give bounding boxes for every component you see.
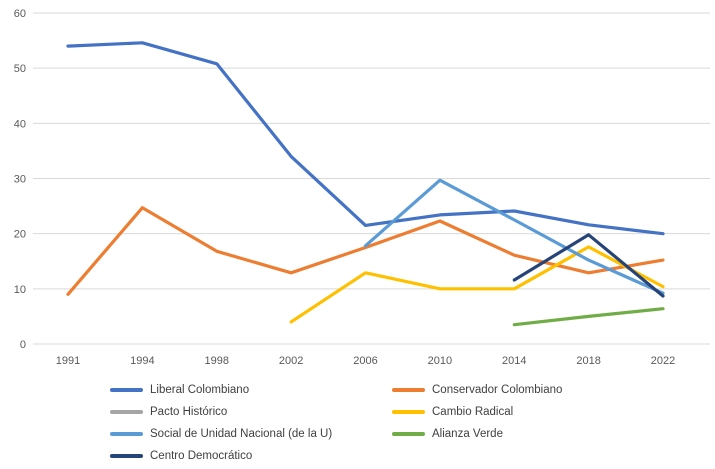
y-tick-label: 40 [14,118,26,130]
legend-item-cambio-radical[interactable]: Cambio Radical [392,406,562,418]
series-line-liberal-colombiano [66,41,665,236]
legend-item-centro-democratico[interactable]: Centro Democrático [110,450,392,462]
y-tick-label: 30 [14,173,26,185]
legend-line-swatch [110,388,143,392]
series-line-cambio-radical [289,245,665,324]
legend-item-conservador-colombiano[interactable]: Conservador Colombiano [392,384,562,396]
series-line-social-de-unidad-nacional-de-la-u [363,178,665,295]
legend-line-swatch [392,388,425,392]
x-tick-label: 2022 [651,355,675,367]
y-tick-label: 0 [20,339,26,351]
legend-line-swatch [110,454,143,458]
x-tick-label: 2006 [353,355,377,367]
legend-label: Social de Unidad Nacional (de la U) [150,428,333,440]
legend-line-swatch [110,410,143,414]
legend-item-social-de-unidad-nacional[interactable]: Social de Unidad Nacional (de la U) [110,428,392,440]
y-tick-label: 60 [14,8,26,20]
y-tick-label: 10 [14,284,26,296]
x-tick-label: 1991 [56,355,80,367]
legend-label: Conservador Colombiano [432,384,563,396]
series-line-alianza-verde [512,307,665,327]
legend-line-swatch [392,410,425,414]
legend-line-swatch [392,432,425,436]
legend-label: Liberal Colombiano [150,384,250,396]
legend-label: Alianza Verde [432,428,503,440]
legend-label: Cambio Radical [432,406,514,418]
legend-label: Centro Democrático [150,450,253,462]
x-tick-label: 2002 [279,355,303,367]
y-tick-label: 20 [14,229,26,241]
legend-line-swatch [110,432,143,436]
x-tick-label: 2014 [502,355,526,367]
plot-area: 0 10 20 30 40 50 60 1991 1994 1998 2002 2006 2010 201… [14,8,710,367]
x-tick-label: 2018 [576,355,600,367]
series-line-centro-democr-tico [512,233,665,298]
legend-label: Pacto Histórico [150,406,228,418]
legend-item-liberal-colombiano[interactable]: Liberal Colombiano [110,384,392,396]
legend-item-pacto-historico[interactable]: Pacto Histórico [110,406,392,418]
legend-item-alianza-verde[interactable]: Alianza Verde [392,428,562,440]
x-tick-label: 2010 [428,355,452,367]
x-tick-label: 1998 [205,355,229,367]
series-line-conservador-colombiano [66,206,665,296]
chart-legend: Liberal Colombiano Conservador Colombian… [110,379,562,467]
x-tick-label: 1994 [130,355,154,367]
y-tick-label: 50 [14,63,26,75]
